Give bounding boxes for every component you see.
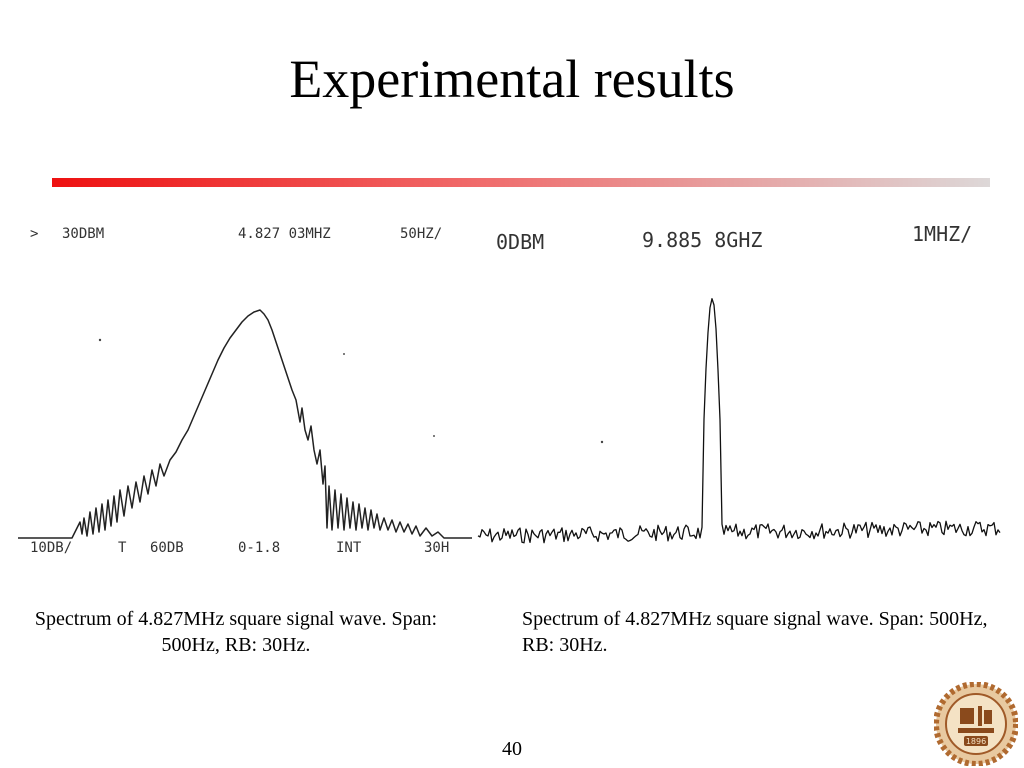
page-number: 40 [502,738,522,760]
left-scale: 10DB/ [30,540,73,556]
right-spectrum-trace [477,298,1001,544]
left-range: 0-1.8 [238,540,281,556]
university-seal-logo: 1896 [934,682,1018,766]
title-divider [52,178,990,187]
right-span-per-div: 1MHZ/ [912,222,973,246]
seal-year: 1896 [966,737,986,746]
left-center-freq: 4.827 03MHZ [238,226,331,242]
left-span-per-div: 50HZ/ [400,226,443,242]
left-trigger: INT [336,540,362,556]
left-t-label: T [118,540,127,556]
left-rbw: 30H [424,540,450,556]
left-caption: Spectrum of 4.827MHz square signal wave.… [34,608,438,656]
left-marker: > [30,226,39,242]
left-ref-level: 30DBM [62,226,105,242]
left-atten: 60DB [150,540,184,556]
left-spectrum-trace [18,309,472,539]
slide-title: Experimental results [289,49,735,109]
right-center-freq: 9.885 8GHZ [642,228,763,252]
right-caption: Spectrum of 4.827MHz square signal wave.… [522,608,988,656]
right-ref-level: 0DBM [496,230,545,254]
